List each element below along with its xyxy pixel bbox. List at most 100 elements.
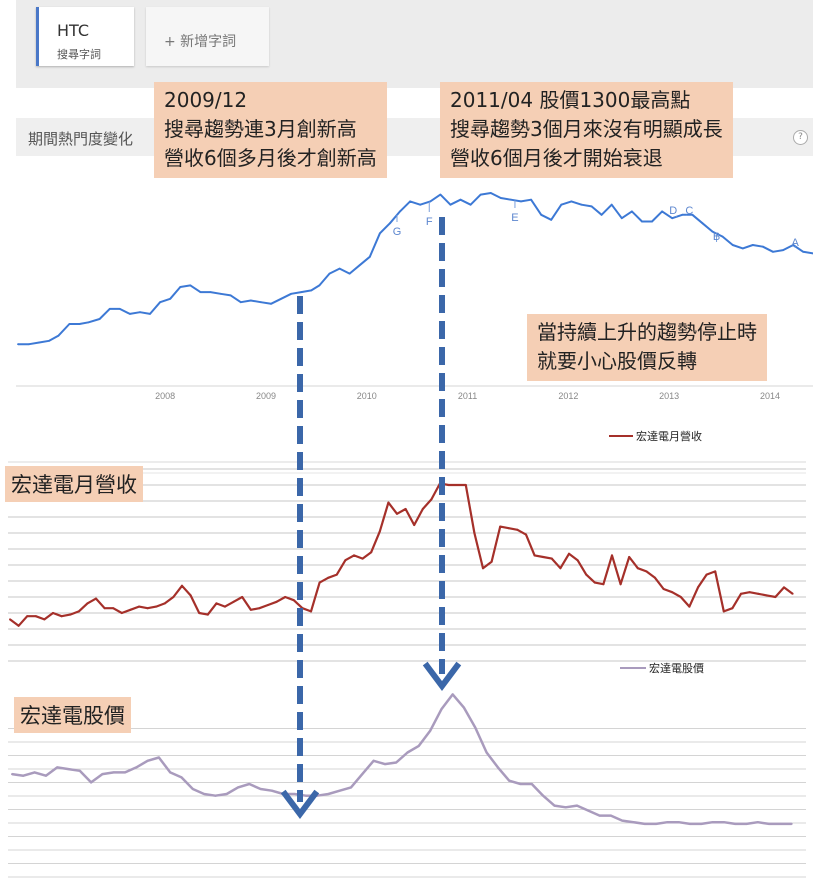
price-point	[33, 771, 36, 774]
add-term-button[interactable]: + 新增字詞	[146, 7, 269, 66]
revenue-point	[421, 508, 424, 510]
revenue-point	[129, 608, 132, 611]
trend-point	[520, 200, 522, 203]
revenue-point	[791, 592, 794, 595]
revenue-point	[258, 607, 261, 610]
revenue-point	[507, 527, 510, 530]
revenue-point	[224, 605, 226, 608]
revenue-point	[155, 605, 158, 608]
help-icon[interactable]: ?	[793, 130, 808, 145]
revenue-point	[17, 624, 20, 627]
price-point	[508, 779, 511, 782]
trend-x-tick-label: 2008	[155, 391, 175, 401]
price-point	[112, 771, 115, 774]
price-point	[768, 822, 771, 825]
trend-point	[399, 210, 401, 213]
trend-point	[280, 297, 282, 300]
callout-2011-04: 2011/04 股價1300最高點 搜尋趨勢3個月來沒有明顯成長 營收6個月後才…	[440, 82, 733, 178]
revenue-point	[60, 615, 63, 618]
revenue-point	[688, 605, 691, 608]
trend-point	[610, 203, 613, 206]
trend-point	[318, 284, 321, 287]
trend-x-tick-label: 2012	[558, 391, 578, 401]
trend-point	[169, 297, 172, 300]
trend-point	[270, 302, 272, 305]
trend-point	[379, 232, 381, 235]
trend-x-tick-label: 2011	[458, 391, 477, 401]
callout-2009-12: 2009/12 搜尋趨勢連3月創新高 營收6個多月後才創新高	[154, 82, 387, 178]
revenue-point	[499, 525, 502, 528]
revenue-point	[206, 613, 209, 616]
trend-point	[260, 301, 262, 304]
revenue-point	[95, 597, 97, 600]
callout-2009-12-line-1: 2009/12	[164, 88, 248, 112]
revenue-point	[568, 552, 570, 555]
trend-point	[711, 230, 714, 233]
trend-point	[792, 244, 795, 246]
trend-point	[600, 213, 603, 216]
revenue-series-line	[9, 482, 794, 627]
revenue-point	[456, 484, 459, 486]
price-point	[711, 821, 714, 824]
trend-point	[249, 299, 252, 302]
price-point	[677, 821, 680, 824]
price-point	[756, 821, 759, 824]
trend-point	[459, 198, 462, 201]
revenue-point	[387, 501, 390, 504]
revenue-point	[112, 607, 115, 610]
revenue-point	[740, 592, 742, 595]
revenue-legend-label: 宏達電月營收	[636, 429, 702, 443]
revenue-point	[705, 573, 708, 576]
trend-point	[48, 339, 51, 342]
revenue-point	[542, 556, 545, 558]
price-legend-label: 宏達電股價	[649, 661, 704, 675]
trend-point	[731, 244, 734, 246]
trend-x-tick-label: 2009	[256, 391, 276, 401]
trend-series-line	[18, 192, 813, 346]
trend-marker-label: A	[791, 237, 799, 249]
trend-point	[78, 323, 81, 325]
price-point	[722, 821, 725, 824]
trend-point	[129, 313, 131, 315]
trend-point	[348, 272, 351, 275]
trend-point	[389, 222, 391, 225]
callout-2011-04-line-2: 搜尋趨勢3個月來沒有明顯成長	[450, 117, 723, 141]
revenue-point	[430, 498, 433, 501]
trend-point	[721, 235, 724, 238]
revenue-point	[267, 604, 269, 606]
trend-point	[87, 321, 90, 324]
revenue-point	[593, 581, 596, 584]
trend-point	[499, 197, 502, 199]
revenue-point	[585, 573, 588, 576]
revenue-point	[731, 607, 734, 610]
price-point	[361, 773, 364, 776]
price-point	[587, 809, 590, 812]
price-point	[609, 814, 612, 817]
trend-point	[641, 220, 643, 223]
trend-point	[540, 213, 543, 216]
price-point	[78, 769, 81, 772]
trend-point	[98, 318, 101, 320]
price-point	[327, 793, 330, 795]
timing-arrow-head	[280, 789, 320, 819]
callout-2011-04-line-3: 營收6個月後才開始衰退	[450, 146, 663, 170]
price-point	[542, 794, 545, 797]
trend-point	[358, 264, 361, 267]
trend-x-tick-label: 2014	[760, 391, 780, 401]
trend-point	[290, 292, 293, 295]
revenue-point	[232, 600, 235, 603]
price-point	[124, 771, 126, 774]
revenue-point	[172, 596, 175, 598]
callout-2009-12-line-2: 搜尋趨勢連3月創新高	[164, 117, 357, 141]
price-point	[372, 759, 375, 762]
trend-point	[772, 250, 774, 253]
revenue-point	[765, 594, 768, 597]
section-title: 期間熱門度變化	[28, 130, 134, 148]
search-term-card[interactable]: HTC 搜尋字詞	[36, 7, 134, 66]
revenue-point	[353, 554, 355, 557]
trend-point	[782, 249, 784, 252]
price-point	[180, 776, 183, 779]
trend-point	[338, 267, 341, 270]
trend-point	[802, 250, 805, 253]
